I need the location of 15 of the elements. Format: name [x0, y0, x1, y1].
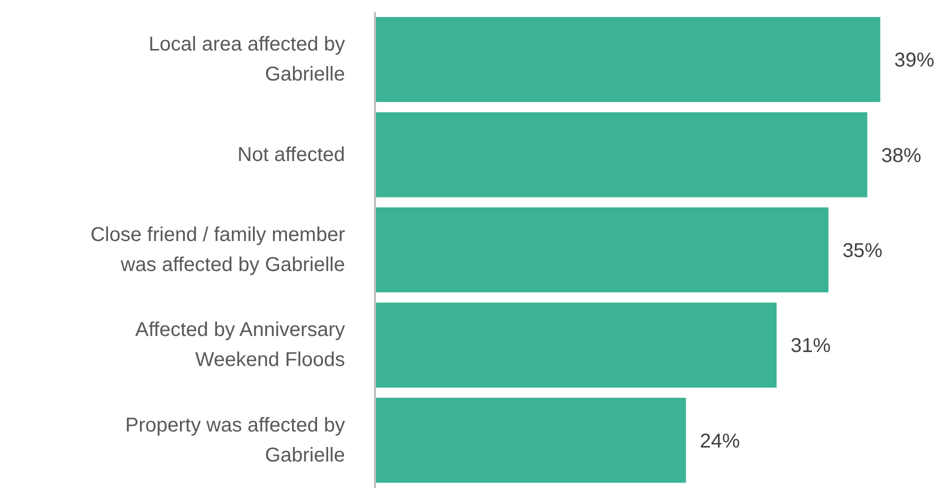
y-tick-label: Not affected [238, 144, 345, 166]
y-tick-label: Property was affected by Gabrielle [125, 414, 345, 466]
data-label: 31% [790, 335, 831, 358]
bar [375, 112, 868, 198]
y-tick-label: Local area affected by Gabrielle [148, 34, 345, 86]
y-tick-label: Close friend / family member was affected by Gabrielle [90, 224, 346, 276]
y-tick-label: Affected by Anniversary Weekend Floods [135, 319, 345, 372]
data-label: 24% [700, 430, 740, 452]
data-label: 39% [894, 50, 935, 72]
bar [375, 302, 777, 388]
bar [375, 207, 828, 292]
bar [375, 398, 686, 483]
data-label: 35% [842, 240, 883, 262]
data-label: 38% [881, 144, 922, 167]
bar [375, 17, 880, 102]
